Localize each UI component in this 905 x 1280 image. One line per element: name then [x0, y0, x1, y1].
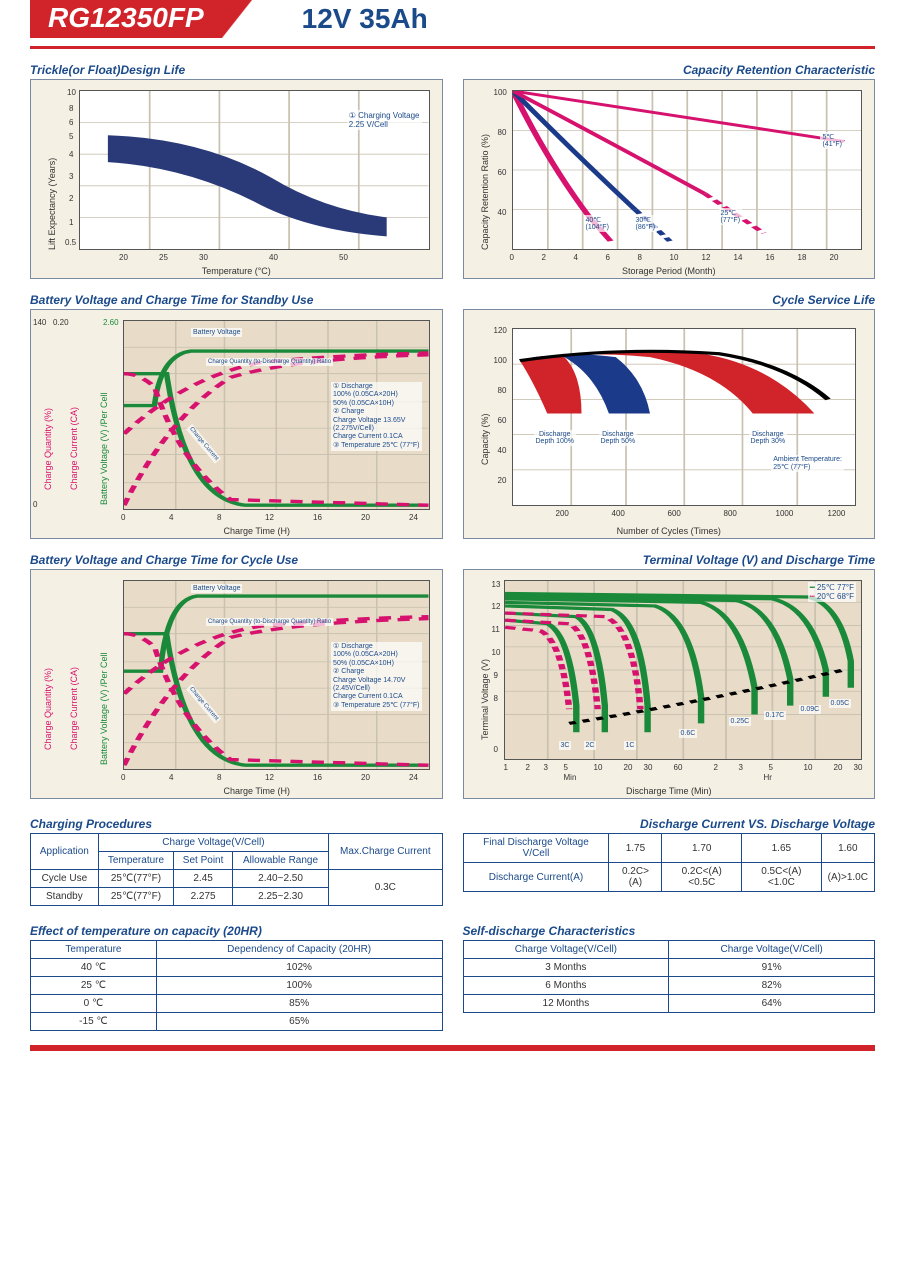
chart2-plot [513, 91, 862, 249]
header: RG12350FP 12V 35Ah [30, 0, 875, 38]
chart4: Capacity (%) Discharge Depth 100% Discha… [463, 309, 876, 539]
table-row: 6 Months82% [463, 977, 875, 995]
chart4-plot [513, 329, 856, 505]
chart4-ylabel: Capacity (%) [480, 413, 490, 465]
temperature-capacity-table: TemperatureDependency of Capacity (20HR)… [30, 940, 443, 1031]
chart1-ylabel: Lift Expectancy (Years) [47, 158, 57, 250]
table-row: Final Discharge Voltage V/Cell 1.75 1.70… [463, 834, 875, 863]
table-row: Discharge Current(A) 0.2C>(A) 0.2C<(A)<0… [463, 863, 875, 892]
chart1-xlabel: Temperature (°C) [202, 266, 271, 276]
chart2-xlabel: Storage Period (Month) [622, 266, 716, 276]
chart1-note: ① Charging Voltage 2.25 V/Cell [347, 110, 422, 130]
table-row: 3 Months91% [463, 959, 875, 977]
discharge-voltage-table: Final Discharge Voltage V/Cell 1.75 1.70… [463, 833, 876, 892]
chart6: Terminal Voltage (V) [463, 569, 876, 799]
table1-title: Charging Procedures [30, 817, 443, 831]
table-row: 12 Months64% [463, 995, 875, 1013]
model-badge: RG12350FP [30, 0, 222, 38]
chart1-title: Trickle(or Float)Design Life [30, 63, 443, 77]
chart2: Capacity Retention Ratio (%) [463, 79, 876, 279]
chart1: Lift Expectancy (Years) ① Charging Volta… [30, 79, 443, 279]
chart6-ylabel: Terminal Voltage (V) [480, 659, 490, 740]
table-row: Cycle Use 25℃(77°F) 2.45 2.40~2.50 0.3C [31, 870, 443, 888]
table-row: -15 ℃65% [31, 1013, 443, 1031]
table4-title: Self-discharge Characteristics [463, 924, 876, 938]
header-rule [30, 46, 875, 49]
chart4-title: Cycle Service Life [463, 293, 876, 307]
table-row: 0 ℃85% [31, 995, 443, 1013]
charging-procedures-table: Application Charge Voltage(V/Cell) Max.C… [30, 833, 443, 906]
chart3-xlabel: Charge Time (H) [224, 526, 291, 536]
footer-rule [30, 1045, 875, 1051]
chart2-title: Capacity Retention Characteristic [463, 63, 876, 77]
chart4-xlabel: Number of Cycles (Times) [617, 526, 721, 536]
chart3-title: Battery Voltage and Charge Time for Stan… [30, 293, 443, 307]
self-discharge-table: Charge Voltage(V/Cell)Charge Voltage(V/C… [463, 940, 876, 1013]
chart2-ylabel: Capacity Retention Ratio (%) [480, 134, 490, 250]
chart6-title: Terminal Voltage (V) and Discharge Time [463, 553, 876, 567]
spec-label: 12V 35Ah [302, 3, 428, 35]
table3-title: Effect of temperature on capacity (20HR) [30, 924, 443, 938]
chart5: Charge Quantity (%) Charge Current (CA) … [30, 569, 443, 799]
table-row: 25 ℃100% [31, 977, 443, 995]
table2-title: Discharge Current VS. Discharge Voltage [463, 817, 876, 831]
chart5-title: Battery Voltage and Charge Time for Cycl… [30, 553, 443, 567]
chart3: Charge Quantity (%) Charge Current (CA) … [30, 309, 443, 539]
table-row: 40 ℃102% [31, 959, 443, 977]
